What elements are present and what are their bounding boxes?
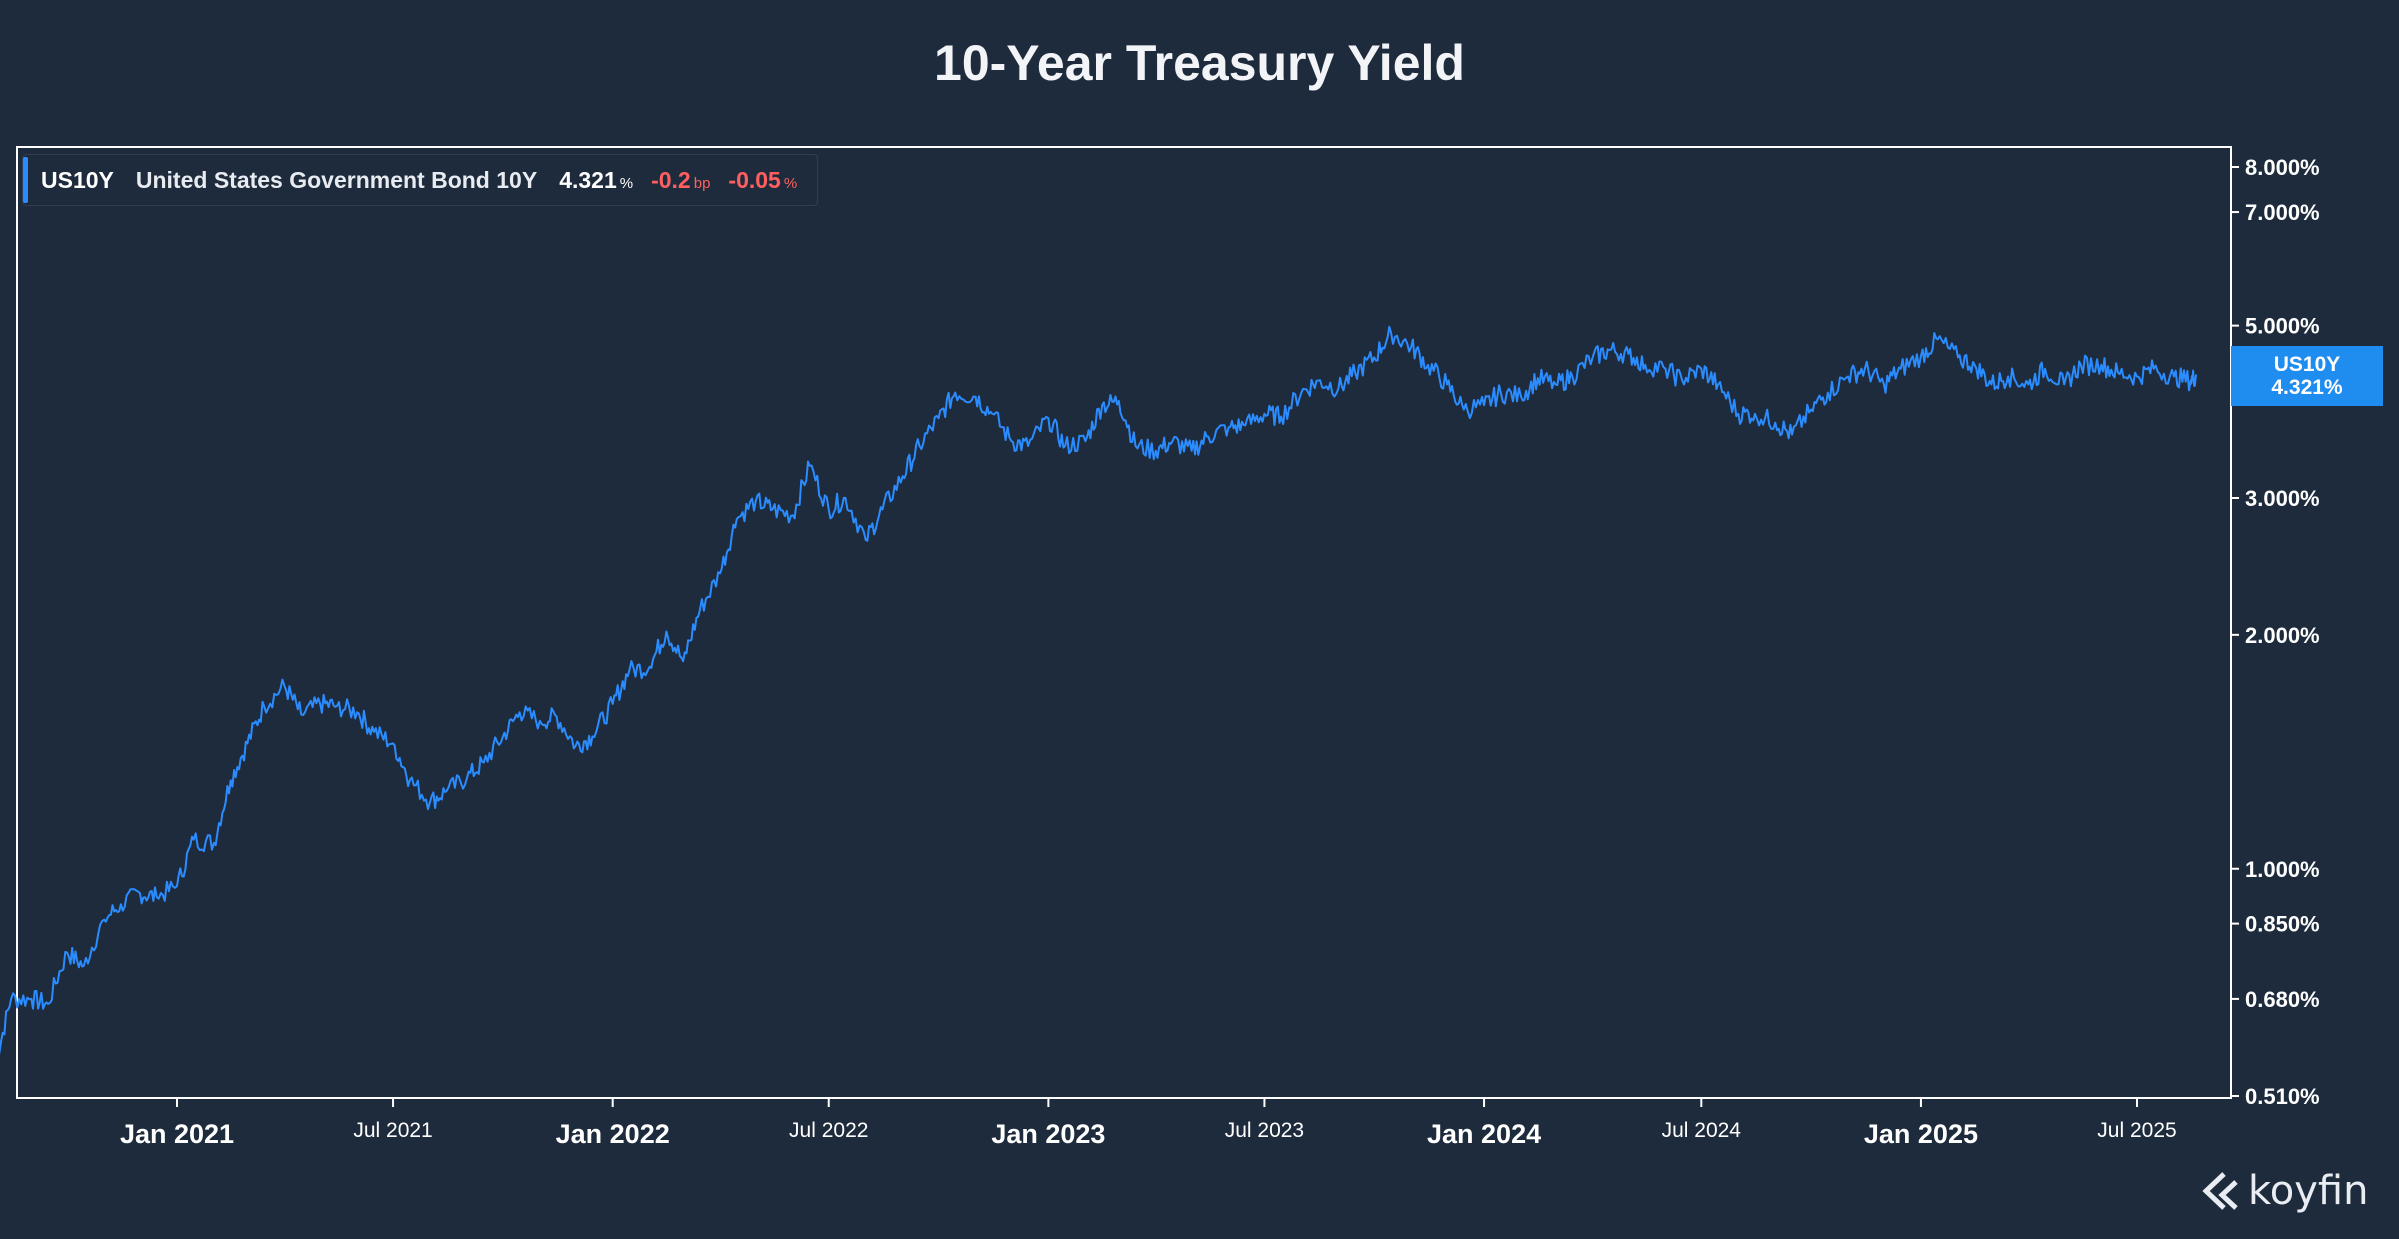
legend-color-bar (23, 157, 28, 203)
legend-change-bp-unit: bp (693, 174, 711, 192)
y-axis: 0.510% 0.680% 0.850% 1.000% 2.000% 3.000% 5.00… (2231, 155, 2320, 1109)
legend-value-unit: % (619, 174, 634, 192)
koyfin-chevron-icon (2202, 1172, 2238, 1210)
x-tick-label: Jan 2025 (1864, 1119, 1978, 1149)
y-tick-label: 8.000% (2245, 155, 2320, 180)
x-tick-label: Jan 2021 (120, 1119, 234, 1149)
x-tick-label: Jul 2021 (353, 1119, 432, 1142)
y-tick-label: 0.510% (2245, 1084, 2320, 1109)
x-tick-label: Jul 2022 (789, 1119, 868, 1142)
legend-value-number: 4.321 (559, 166, 617, 193)
x-tick-label: Jul 2023 (1225, 1119, 1304, 1142)
last-value-badge: US10Y 4.321% (2231, 346, 2383, 406)
y-tick-label: 2.000% (2245, 623, 2320, 648)
legend-value: 4.321% (559, 167, 633, 194)
x-tick-label: Jul 2024 (1662, 1119, 1742, 1142)
x-tick-label: Jul 2025 (2097, 1119, 2176, 1142)
y-tick-label: 5.000% (2245, 314, 2320, 339)
x-tick-label: Jan 2023 (991, 1119, 1105, 1149)
legend-symbol: US10Y (41, 166, 114, 193)
legend-change-pct-number: -0.05 (728, 166, 781, 193)
chart-title: 10-Year Treasury Yield (934, 35, 1465, 91)
badge-symbol: US10Y (2273, 353, 2341, 376)
x-tick-label: Jan 2024 (1427, 1119, 1541, 1149)
y-tick-label: 7.000% (2245, 200, 2320, 225)
series-legend[interactable]: US10Y United States Government Bond 10Y … (22, 154, 819, 206)
legend-series-name: United States Government Bond 10Y (135, 166, 538, 193)
series-layer (0, 325, 2198, 1056)
legend-change-bp-number: -0.2 (651, 166, 691, 193)
brand-name: koyfin (2248, 1168, 2369, 1214)
badge-value: 4.321% (2271, 376, 2343, 399)
series-line-us10y (0, 325, 2198, 1056)
x-tick-label: Jan 2022 (556, 1119, 670, 1149)
legend-change-bp: -0.2 bp (651, 167, 710, 194)
koyfin-logo: koyfin (2200, 1168, 2368, 1214)
plot-frame (16, 146, 2232, 1099)
legend-change-pct-unit: % (783, 174, 798, 192)
y-tick-label: 0.850% (2245, 912, 2320, 937)
x-axis: Jan 2021 Jul 2021 Jan 2022 Jul 2022 Jan 2023… (120, 1098, 2177, 1149)
legend-change-pct: -0.05% (728, 167, 797, 194)
y-tick-label: 0.680% (2245, 987, 2320, 1012)
y-tick-label: 3.000% (2245, 486, 2320, 511)
y-tick-label: 1.000% (2245, 857, 2320, 882)
